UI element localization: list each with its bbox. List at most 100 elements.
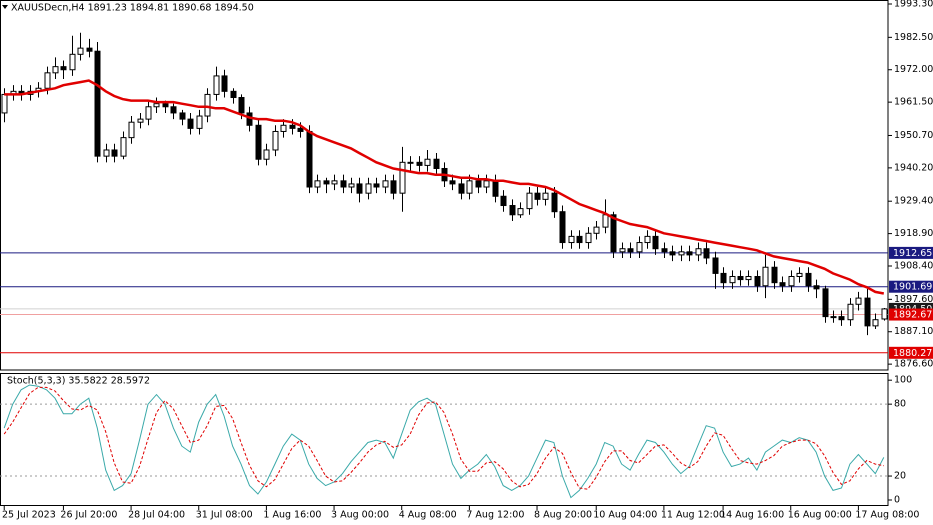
- y-tick-label: 1961.50: [894, 97, 933, 108]
- candle-body: [86, 47, 93, 52]
- candle-body: [348, 183, 355, 188]
- candle-body: [153, 103, 160, 108]
- candle-body: [356, 183, 363, 194]
- candle-body: [365, 183, 372, 194]
- level-price-box: [889, 308, 933, 321]
- oscillator: [0, 384, 888, 499]
- candle-body: [678, 251, 685, 256]
- candle-body: [466, 180, 473, 194]
- candle-body: [433, 158, 440, 169]
- candle-body: [416, 161, 423, 166]
- candle-body: [137, 118, 144, 123]
- candle-body: [542, 192, 549, 200]
- x-tick-label: 11 Aug 12:00: [661, 510, 725, 521]
- candle-body: [52, 66, 59, 74]
- candle-body: [830, 316, 837, 319]
- candle-body: [221, 75, 228, 92]
- candle-body: [483, 180, 490, 188]
- candle-body: [779, 282, 786, 287]
- candle-body: [509, 205, 516, 216]
- candle-body: [703, 248, 710, 259]
- candle-body: [652, 235, 659, 250]
- level-price-box: [889, 246, 933, 259]
- candle-body: [619, 248, 626, 253]
- candle-body: [213, 75, 220, 95]
- candle-body: [120, 137, 127, 157]
- candle-body: [382, 180, 389, 188]
- candle-body: [602, 214, 609, 228]
- level-price-box: [889, 280, 933, 293]
- x-tick-label: 8 Aug 20:00: [534, 510, 592, 521]
- candle-body: [585, 232, 592, 244]
- y-tick-label: 1876.60: [894, 359, 933, 370]
- candles: [0, 32, 888, 354]
- y-tick-label: 100: [894, 375, 912, 386]
- candle-body: [340, 180, 347, 188]
- candle-body: [407, 161, 414, 164]
- candle-body: [373, 183, 380, 188]
- candle-body: [280, 124, 287, 132]
- candle-body: [399, 161, 406, 194]
- candle-body: [644, 235, 651, 244]
- candle-body: [864, 297, 871, 327]
- candle-body: [44, 72, 51, 89]
- y-tick-label: 1972.00: [894, 64, 933, 75]
- x-tick-label: 25 Jul 2023: [2, 510, 56, 521]
- candle-body: [526, 192, 533, 210]
- candle-body: [170, 106, 177, 114]
- candle-body: [771, 266, 778, 284]
- candle-body: [855, 297, 862, 305]
- candle-body: [813, 285, 820, 290]
- price-panel-frame: [0, 0, 889, 371]
- candle-body: [593, 226, 600, 234]
- candle-body: [720, 272, 727, 284]
- y-tick-label: 1940.20: [894, 162, 933, 173]
- candle-body: [475, 180, 482, 188]
- candle-body: [272, 130, 279, 151]
- y-tick-label: 1950.70: [894, 130, 933, 141]
- candle-body: [822, 288, 829, 318]
- candle-body: [610, 214, 617, 253]
- candle-body: [500, 195, 507, 207]
- candle-body: [576, 235, 583, 244]
- candle-body: [449, 180, 456, 185]
- candle-body: [534, 192, 541, 200]
- candle-body: [314, 180, 321, 188]
- candle-body: [390, 180, 397, 194]
- collapse-icon: [2, 5, 8, 9]
- x-tick-label: 14 Aug 16:00: [720, 510, 784, 521]
- candle-body: [145, 106, 152, 120]
- candle-body: [128, 121, 135, 139]
- candle-body: [745, 275, 752, 281]
- candle-body: [255, 124, 262, 160]
- candle-body: [838, 316, 845, 321]
- x-tick-label: 26 Jul 20:00: [60, 510, 117, 521]
- x-tick-label: 31 Jul 08:00: [196, 510, 253, 521]
- candle-body: [69, 53, 76, 71]
- candle-body: [162, 103, 169, 108]
- moving-average: [4, 79, 885, 295]
- candle-body: [204, 93, 211, 117]
- candle-body: [754, 275, 761, 287]
- candle-body: [762, 266, 769, 287]
- x-tick-label: 16 Aug 00:00: [788, 510, 852, 521]
- candle-body: [238, 97, 245, 114]
- candle-body: [695, 248, 702, 256]
- candle-body: [60, 66, 67, 71]
- candle-body: [661, 248, 668, 253]
- oscillator-line: [3, 386, 884, 490]
- candle-body: [289, 124, 296, 129]
- x-tick-label: 7 Aug 12:00: [466, 510, 524, 521]
- x-tick-label: 4 Aug 08:00: [399, 510, 457, 521]
- candle-body: [669, 251, 676, 256]
- candle-body: [568, 235, 575, 244]
- candle-body: [686, 251, 693, 256]
- y-tick-label: 1929.40: [894, 196, 933, 207]
- candle-body: [323, 180, 330, 185]
- candle-body: [1, 93, 8, 114]
- y-tick-label: 1993.30: [894, 0, 933, 10]
- oscillator-line: [3, 384, 885, 499]
- x-tick-label: 1 Aug 16:00: [263, 510, 321, 521]
- candle-body: [111, 149, 118, 157]
- candle-body: [263, 149, 270, 160]
